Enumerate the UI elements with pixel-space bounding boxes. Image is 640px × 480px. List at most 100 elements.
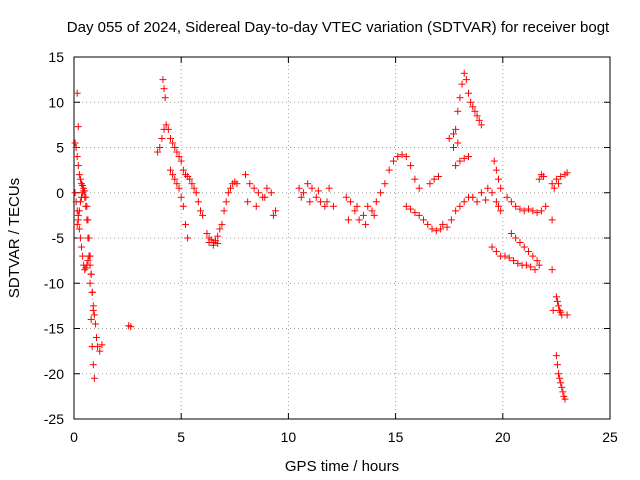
- data-point: [84, 234, 92, 242]
- data-point: [488, 189, 496, 197]
- data-point: [90, 311, 98, 319]
- data-point: [272, 207, 280, 215]
- data-point: [76, 198, 84, 206]
- data-point: [190, 184, 198, 192]
- y-tick-label: 10: [48, 94, 64, 110]
- data-point: [527, 263, 535, 271]
- data-point: [552, 175, 560, 183]
- data-point: [520, 207, 528, 215]
- data-point: [175, 184, 183, 192]
- data-point: [445, 134, 453, 142]
- data-point: [497, 184, 505, 192]
- data-point: [411, 209, 419, 217]
- data-point: [555, 180, 563, 188]
- data-point: [439, 220, 447, 228]
- data-point: [533, 257, 541, 265]
- x-tick-label: 15: [388, 429, 404, 445]
- data-point: [540, 172, 548, 180]
- data-point: [194, 198, 202, 206]
- data-point: [164, 125, 172, 133]
- x-tick-label: 5: [177, 429, 185, 445]
- data-point: [490, 157, 498, 165]
- data-point: [323, 198, 331, 206]
- data-point: [267, 189, 275, 197]
- data-point: [351, 207, 359, 215]
- data-point: [73, 220, 81, 228]
- data-point: [561, 395, 569, 403]
- y-tick-label: -10: [44, 275, 64, 291]
- data-point: [364, 202, 372, 210]
- data-point: [553, 361, 561, 369]
- data-point: [454, 107, 462, 115]
- data-point: [443, 223, 451, 231]
- data-point: [186, 175, 194, 183]
- data-point: [501, 252, 509, 260]
- data-point: [78, 180, 86, 188]
- data-point: [87, 270, 95, 278]
- data-point: [452, 207, 460, 215]
- data-point: [254, 189, 262, 197]
- data-point: [381, 180, 389, 188]
- data-point: [89, 306, 97, 314]
- data-point: [549, 306, 557, 314]
- data-point: [548, 266, 556, 274]
- data-point: [86, 261, 94, 269]
- data-point: [537, 207, 545, 215]
- data-point: [456, 202, 464, 210]
- data-point: [169, 139, 177, 147]
- data-point: [531, 266, 539, 274]
- data-point: [492, 248, 500, 256]
- data-point: [507, 229, 515, 237]
- data-point: [484, 184, 492, 192]
- data-point: [522, 261, 530, 269]
- data-point: [162, 121, 170, 129]
- data-point: [88, 288, 96, 296]
- data-point: [166, 134, 174, 142]
- data-point: [96, 347, 104, 355]
- data-point: [458, 80, 466, 88]
- data-points: [71, 69, 571, 403]
- data-point: [469, 193, 477, 201]
- data-point: [430, 175, 438, 183]
- x-tick-label: 20: [495, 429, 511, 445]
- y-tick-label: -15: [44, 321, 64, 337]
- data-point: [325, 184, 333, 192]
- data-point: [90, 374, 98, 382]
- data-point: [488, 243, 496, 251]
- data-point: [81, 266, 89, 274]
- data-point: [467, 98, 475, 106]
- data-point: [471, 107, 479, 115]
- data-point: [553, 297, 561, 305]
- data-point: [460, 69, 468, 77]
- data-point: [312, 193, 320, 201]
- data-point: [209, 241, 217, 249]
- data-point: [344, 216, 352, 224]
- data-point: [98, 341, 106, 349]
- data-point: [261, 193, 269, 201]
- data-point: [353, 202, 361, 210]
- data-point: [555, 370, 563, 378]
- data-point: [415, 211, 423, 219]
- y-tick-label: -25: [44, 411, 64, 427]
- grid: [74, 57, 610, 419]
- data-point: [452, 162, 460, 170]
- data-point: [321, 202, 329, 210]
- data-point: [79, 189, 87, 197]
- data-point: [370, 211, 378, 219]
- data-point: [179, 202, 187, 210]
- data-point: [372, 198, 380, 206]
- data-point: [79, 252, 87, 260]
- data-point: [456, 94, 464, 102]
- data-point: [447, 216, 455, 224]
- data-point: [559, 388, 567, 396]
- data-point: [557, 172, 565, 180]
- data-point: [482, 196, 490, 204]
- data-point: [203, 229, 211, 237]
- data-point: [464, 89, 472, 97]
- data-point: [402, 202, 410, 210]
- data-point: [452, 125, 460, 133]
- data-point: [428, 225, 436, 233]
- data-point: [477, 189, 485, 197]
- data-point: [469, 103, 477, 111]
- data-point: [407, 162, 415, 170]
